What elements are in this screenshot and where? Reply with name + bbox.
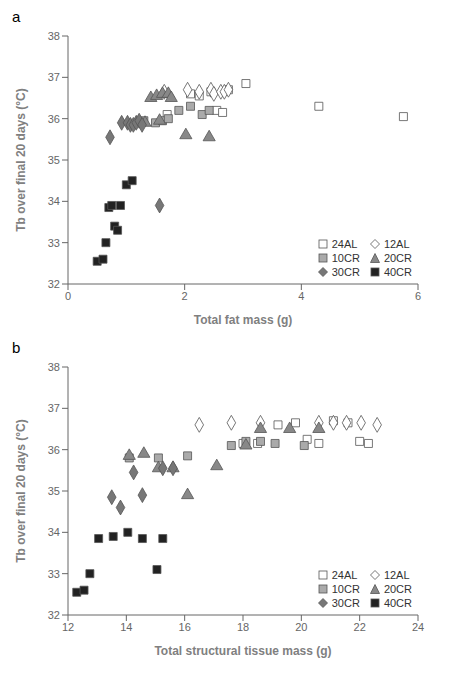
svg-text:33: 33: [48, 568, 60, 580]
svg-text:36: 36: [48, 444, 60, 456]
html-text:30CR: 30CR: [331, 266, 360, 278]
svg-text:4: 4: [298, 290, 304, 302]
svg-text:35: 35: [48, 485, 60, 497]
svg-text:24: 24: [412, 621, 424, 633]
svg-text:16: 16: [179, 621, 191, 633]
svg-text:14: 14: [120, 621, 132, 633]
html-text:24AL: 24AL: [331, 569, 358, 581]
svg-text:18: 18: [237, 621, 249, 633]
html-text:40CR: 40CR: [383, 597, 412, 609]
html-text:40CR: 40CR: [383, 266, 412, 278]
html-text:b: b: [12, 339, 21, 356]
svg-text:Tb over final 20 days (°C): Tb over final 20 days (°C): [14, 88, 28, 232]
html-text:12AL: 12AL: [383, 569, 410, 581]
svg-text:32: 32: [48, 609, 60, 621]
html-text:12AL: 12AL: [383, 238, 410, 250]
html-text:30CR: 30CR: [331, 597, 360, 609]
html-text:20CR: 20CR: [383, 252, 412, 264]
svg-text:38: 38: [48, 30, 60, 42]
svg-text:33: 33: [48, 237, 60, 249]
svg-text:35: 35: [48, 154, 60, 166]
html-text:a: a: [12, 8, 21, 25]
svg-text:Total fat mass (g): Total fat mass (g): [194, 313, 292, 327]
svg-text:6: 6: [415, 290, 421, 302]
html-text:24AL: 24AL: [331, 238, 358, 250]
svg-text:34: 34: [48, 526, 60, 538]
svg-text:32: 32: [48, 278, 60, 290]
svg-text:36: 36: [48, 113, 60, 125]
svg-text:12: 12: [62, 621, 74, 633]
svg-text:2: 2: [182, 290, 188, 302]
svg-text:37: 37: [48, 71, 60, 83]
html-text:10CR: 10CR: [331, 252, 360, 264]
html-text:20CR: 20CR: [383, 583, 412, 595]
svg-text:20: 20: [295, 621, 307, 633]
svg-text:38: 38: [48, 361, 60, 373]
svg-text:Tb over final 20 days (°C): Tb over final 20 days (°C): [14, 419, 28, 563]
html-text:10CR: 10CR: [331, 583, 360, 595]
svg-text:Total structural tissue mass (: Total structural tissue mass (g): [154, 644, 331, 658]
svg-text:22: 22: [354, 621, 366, 633]
svg-text:34: 34: [48, 195, 60, 207]
svg-text:37: 37: [48, 402, 60, 414]
svg-text:0: 0: [65, 290, 71, 302]
